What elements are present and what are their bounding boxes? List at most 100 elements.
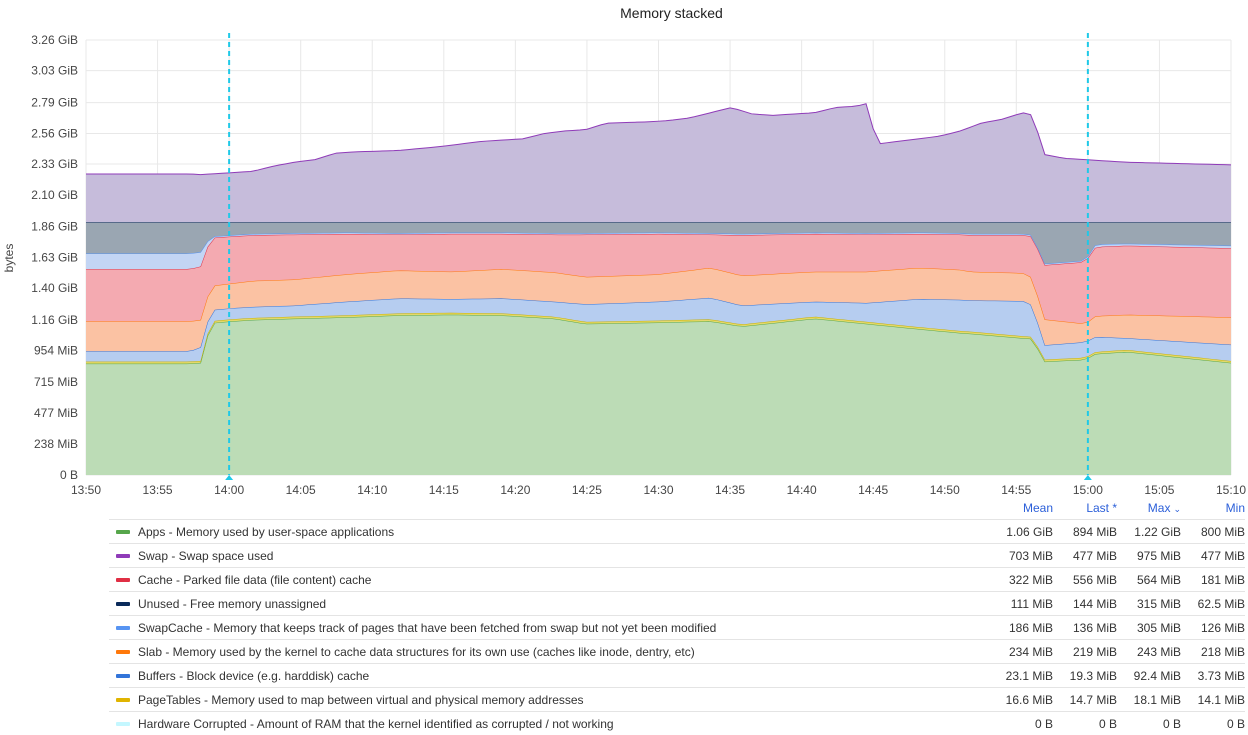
legend-stat-min: 14.1 MiB [1197, 692, 1245, 707]
legend-header-mean[interactable]: Mean [1022, 501, 1053, 515]
legend-header-max-label: Max [1147, 501, 1171, 515]
legend-stat-max: 18.1 MiB [1133, 692, 1181, 707]
legend-stat-mean: 186 MiB [1008, 620, 1053, 635]
legend-stat-min: 3.73 MiB [1197, 668, 1245, 683]
y-tick-label: 2.56 GiB [31, 126, 78, 140]
legend-series-name[interactable]: Buffers - Block device (e.g. harddisk) c… [138, 668, 370, 683]
time-marker-triangle [1083, 475, 1092, 480]
legend-stat-last: 477 MiB [1072, 548, 1117, 563]
legend-series-name[interactable]: Apps - Memory used by user-space applica… [138, 524, 395, 539]
series-area [86, 267, 1231, 352]
legend-swatch [116, 721, 130, 726]
y-tick-label: 3.03 GiB [31, 64, 78, 78]
x-tick-label: 14:05 [286, 483, 316, 497]
legend-series-name[interactable]: Unused - Free memory unassigned [138, 596, 327, 611]
legend-swatch [116, 529, 130, 534]
sort-chevron-down-icon: ⌄ [1173, 504, 1181, 514]
legend-swatch [116, 673, 130, 678]
x-tick-label: 13:55 [143, 483, 173, 497]
legend-row[interactable]: Unused - Free memory unassigned 111 MiB 14… [109, 591, 1245, 615]
x-tick-label: 15:10 [1216, 483, 1246, 497]
legend-swatch [116, 697, 130, 702]
legend-stat-max: 0 B [1162, 716, 1181, 731]
legend-row[interactable]: PageTables - Memory used to map between … [109, 687, 1245, 711]
legend-stat-min: 218 MiB [1200, 644, 1245, 659]
legend-header-max[interactable]: Max ⌄ [1117, 501, 1181, 515]
legend-stat-max: 315 MiB [1136, 596, 1181, 611]
legend-row[interactable]: Buffers - Block device (e.g. harddisk) c… [109, 663, 1245, 687]
legend-stat-mean: 703 MiB [1008, 548, 1053, 563]
legend-series-name[interactable]: Slab - Memory used by the kernel to cach… [138, 644, 695, 659]
legend-stat-last: 894 MiB [1072, 524, 1117, 539]
legend-stat-min: 126 MiB [1200, 620, 1245, 635]
x-tick-label: 13:50 [71, 483, 101, 497]
legend-header: Mean Last * Max ⌄ Min [109, 497, 1245, 519]
series-areas [86, 103, 1232, 475]
legend-stat-last: 19.3 MiB [1069, 668, 1117, 683]
legend-series-name[interactable]: PageTables - Memory used to map between … [138, 692, 584, 707]
y-tick-label: 715 MiB [34, 375, 78, 389]
legend-swatch [116, 625, 130, 630]
x-tick-label: 14:40 [787, 483, 817, 497]
y-axis-label: bytes [2, 244, 16, 273]
x-tick-label: 15:05 [1144, 483, 1174, 497]
legend-series-name[interactable]: SwapCache - Memory that keeps track of p… [138, 620, 717, 635]
y-tick-label: 2.33 GiB [31, 157, 78, 171]
legend-series-name[interactable]: Hardware Corrupted - Amount of RAM that … [138, 716, 614, 731]
legend-stat-min: 0 B [1226, 716, 1245, 731]
legend-stat-max: 1.22 GiB [1134, 524, 1181, 539]
legend-header-last[interactable]: Last * [1086, 501, 1117, 515]
legend-table: Mean Last * Max ⌄ Min Apps - Memory used … [109, 497, 1245, 735]
series-area [86, 103, 1231, 223]
series-area [86, 233, 1231, 324]
legend-stat-max: 92.4 MiB [1133, 668, 1181, 683]
y-tick-label: 477 MiB [34, 406, 78, 420]
legend-stat-mean: 23.1 MiB [1005, 668, 1053, 683]
legend-swatch [116, 553, 130, 558]
legend-header-min[interactable]: Min [1225, 501, 1245, 515]
series-area [86, 222, 1231, 264]
legend-stat-max: 564 MiB [1136, 572, 1181, 587]
chart-title: Memory stacked [620, 5, 723, 21]
y-tick-label: 0 B [60, 468, 78, 482]
y-tick-label: 1.63 GiB [31, 251, 78, 265]
legend-stat-max: 243 MiB [1136, 644, 1181, 659]
y-tick-label: 3.26 GiB [31, 33, 78, 47]
legend-row[interactable]: Hardware Corrupted - Amount of RAM that … [109, 711, 1245, 735]
y-tick-label: 2.10 GiB [31, 188, 78, 202]
y-tick-label: 1.86 GiB [31, 220, 78, 234]
legend-swatch [116, 649, 130, 654]
y-tick-label: 1.16 GiB [31, 313, 78, 327]
series-area [86, 297, 1231, 362]
legend-row[interactable]: Apps - Memory used by user-space applica… [109, 519, 1245, 543]
legend-stat-min: 800 MiB [1200, 524, 1245, 539]
legend-stat-max: 305 MiB [1136, 620, 1181, 635]
x-tick-label: 14:30 [643, 483, 673, 497]
series-line [86, 267, 1232, 324]
x-tick-label: 14:00 [214, 483, 244, 497]
time-markers [225, 33, 1092, 480]
legend-stat-min: 62.5 MiB [1197, 596, 1245, 611]
x-tick-label: 14:25 [572, 483, 602, 497]
legend-stat-mean: 111 MiB [1010, 596, 1053, 611]
legend-row[interactable]: Cache - Parked file data (file content) … [109, 567, 1245, 591]
series-area [86, 232, 1231, 270]
legend-stat-mean: 16.6 MiB [1005, 692, 1053, 707]
x-axis: 13:50 13:55 14:00 14:05 14:10 14:15 14:20 14:25… [71, 483, 1246, 497]
x-tick-label: 14:35 [715, 483, 745, 497]
x-tick-label: 14:15 [429, 483, 459, 497]
legend-stat-mean: 0 B [1034, 716, 1053, 731]
legend-series-name[interactable]: Cache - Parked file data (file content) … [138, 572, 372, 587]
legend-series-name[interactable]: Swap - Swap space used [138, 548, 274, 563]
legend-row[interactable]: SwapCache - Memory that keeps track of p… [109, 615, 1245, 639]
memory-stacked-chart: 0 B 238 MiB 477 MiB 715 MiB 954 MiB 1.16 GiB 1… [2, 33, 1246, 497]
legend-row[interactable]: Slab - Memory used by the kernel to cach… [109, 639, 1245, 663]
legend-stat-min: 181 MiB [1200, 572, 1245, 587]
legend-row[interactable]: Swap - Swap space used 703 MiB 477 MiB 975 … [109, 543, 1245, 567]
x-tick-label: 14:50 [930, 483, 960, 497]
x-tick-label: 14:10 [357, 483, 387, 497]
legend-stat-last: 136 MiB [1072, 620, 1117, 635]
series-line [86, 312, 1232, 363]
legend-stat-last: 0 B [1098, 716, 1117, 731]
y-tick-label: 238 MiB [34, 437, 78, 451]
